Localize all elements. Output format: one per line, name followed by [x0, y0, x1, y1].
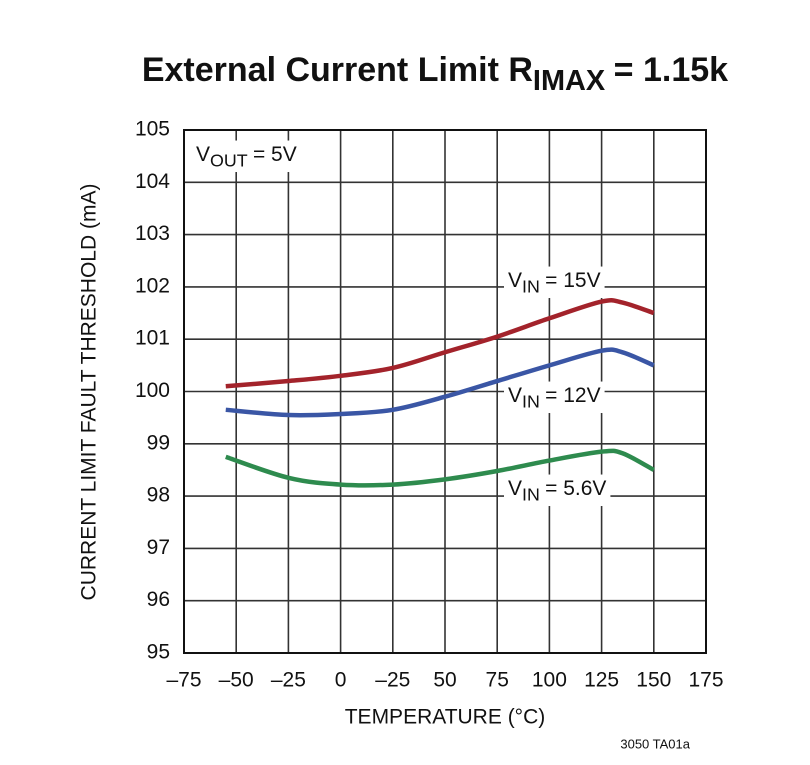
x-tick-label: 50	[433, 669, 456, 692]
y-tick-label: 105	[135, 118, 170, 141]
chart-title-main: External Current Limit R	[142, 51, 533, 89]
y-axis-label: CURRENT LIMIT FAULT THRESHOLD (mA)	[78, 184, 101, 601]
series-label-sub: IN	[522, 391, 540, 411]
series-line	[225, 347, 655, 418]
annotation-rest: = 5V	[253, 143, 297, 166]
chart-title: External Current Limit RIMAX = 1.15k	[142, 51, 728, 97]
y-tick-label: 100	[135, 379, 170, 402]
series-label-main: V	[508, 269, 522, 292]
x-tick-label: –50	[219, 669, 254, 692]
label-background	[504, 266, 605, 299]
series-label-main: V	[508, 477, 522, 500]
y-tick-label: 96	[147, 588, 170, 611]
series-label-sub: IN	[522, 484, 540, 504]
series-label: VIN = 5.6V	[508, 477, 606, 504]
x-axis-label: TEMPERATURE (°C)	[345, 706, 546, 729]
annotation-sub: OUT	[210, 150, 248, 170]
series-line	[225, 297, 655, 389]
x-tick-label: 75	[486, 669, 509, 692]
x-tick-label: 175	[688, 669, 723, 692]
y-tick-label: 98	[147, 484, 170, 507]
y-tick-label: 102	[135, 274, 170, 297]
x-tick-label: –25	[375, 669, 410, 692]
label-background	[192, 140, 301, 173]
series-label-rest: = 15V	[545, 269, 600, 292]
chart-title-rest: = 1.15k	[614, 51, 728, 89]
y-tick-label: 99	[147, 431, 170, 454]
series-label-rest: = 5.6V	[545, 477, 606, 500]
x-tick-label: –75	[166, 669, 201, 692]
y-tick-label: 101	[135, 327, 170, 350]
footnote: 3050 TA01a	[620, 736, 690, 751]
x-tick-label: 100	[532, 669, 567, 692]
label-background	[504, 474, 611, 507]
series-label: VIN = 15V	[508, 269, 601, 296]
annotation: VOUT = 5V	[196, 143, 297, 170]
chart-title-sub: IMAX	[533, 65, 606, 97]
series-label: VIN = 12V	[508, 384, 601, 411]
y-tick-label: 103	[135, 222, 170, 245]
x-tick-label: 0	[335, 669, 347, 692]
series-label-sub: IN	[522, 276, 540, 296]
annotation-main: V	[196, 143, 210, 166]
series-line	[225, 448, 655, 488]
y-tick-label: 95	[147, 641, 170, 664]
series-label-rest: = 12V	[545, 384, 600, 407]
y-tick-label: 104	[135, 170, 170, 193]
y-tick-label: 97	[147, 536, 170, 559]
x-tick-label: 150	[636, 669, 671, 692]
plot-frame	[183, 129, 707, 654]
x-tick-label: –25	[271, 669, 306, 692]
x-tick-label: 125	[584, 669, 619, 692]
label-background	[504, 381, 605, 414]
series-label-main: V	[508, 384, 522, 407]
